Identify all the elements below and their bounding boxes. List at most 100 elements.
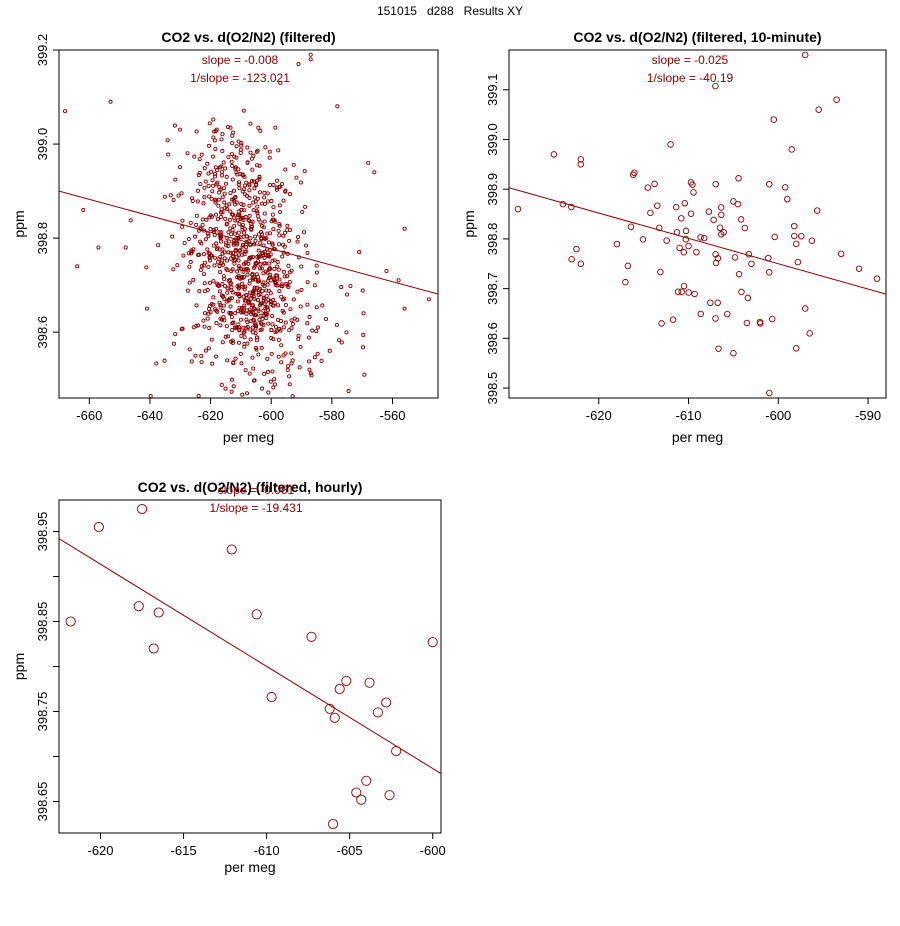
- data-point: [270, 212, 275, 217]
- data-point: [277, 222, 282, 227]
- data-point: [211, 117, 216, 122]
- x-tick-label: -620: [198, 408, 224, 423]
- data-point: [245, 145, 250, 150]
- data-point: [208, 213, 213, 218]
- data-point: [323, 317, 329, 322]
- data-point: [265, 312, 270, 317]
- data-point: [285, 228, 290, 233]
- data-point: [242, 227, 248, 232]
- data-point: [194, 129, 199, 134]
- data-point: [278, 209, 283, 215]
- data-point: [276, 354, 281, 359]
- regression-line: [59, 538, 441, 775]
- x-axis-label: per meg: [223, 429, 274, 445]
- data-point: [790, 222, 798, 230]
- y-tick-label: 398.95: [35, 512, 50, 552]
- data-point: [260, 250, 265, 255]
- data-point: [234, 155, 239, 160]
- data-point: [266, 692, 277, 703]
- data-point: [196, 393, 201, 398]
- data-point: [334, 683, 345, 695]
- data-point: [263, 145, 268, 150]
- data-point: [280, 297, 286, 302]
- data-point: [191, 277, 196, 282]
- data-point: [305, 321, 310, 326]
- data-point: [267, 149, 272, 154]
- data-point: [734, 200, 742, 208]
- data-point: [201, 263, 206, 268]
- data-point: [221, 308, 226, 314]
- data-point: [271, 182, 276, 188]
- data-point: [212, 129, 217, 134]
- data-point: [166, 152, 171, 157]
- data-point: [315, 325, 321, 330]
- data-point: [229, 389, 234, 394]
- data-point: [212, 171, 218, 176]
- data-point: [274, 329, 279, 334]
- data-point: [207, 143, 212, 148]
- x-tick-label: -560: [380, 408, 406, 423]
- data-point: [685, 289, 692, 296]
- data-point: [250, 271, 255, 276]
- data-point: [286, 374, 292, 379]
- data-point: [685, 242, 692, 250]
- data-point: [218, 305, 223, 310]
- data-point: [207, 280, 212, 285]
- data-point: [229, 296, 234, 301]
- data-point: [232, 242, 237, 247]
- data-point: [735, 175, 742, 182]
- data-point: [221, 303, 226, 308]
- data-point: [156, 243, 161, 248]
- data-point: [257, 190, 262, 195]
- data-point: [213, 146, 218, 152]
- data-point: [276, 267, 281, 272]
- data-point: [203, 237, 208, 242]
- data-point: [211, 243, 216, 248]
- data-point: [235, 240, 240, 245]
- data-point: [305, 280, 310, 285]
- x-tick-label: -600: [420, 843, 446, 858]
- data-point: [218, 316, 223, 321]
- data-point: [231, 239, 236, 244]
- data-point: [361, 775, 372, 786]
- data-point: [568, 256, 575, 263]
- data-point: [241, 330, 246, 335]
- data-point: [196, 323, 201, 328]
- data-point: [231, 215, 236, 220]
- data-point: [287, 279, 292, 285]
- x-tick-label: -600: [765, 408, 791, 423]
- data-point: [201, 201, 206, 206]
- data-point: [176, 193, 181, 198]
- data-point: [298, 344, 303, 349]
- data-point: [200, 222, 205, 228]
- y-tick-label: 398.75: [35, 692, 50, 732]
- data-point: [250, 275, 255, 281]
- data-point: [202, 324, 207, 329]
- data-point: [237, 294, 242, 299]
- data-point: [225, 124, 230, 130]
- data-point: [218, 187, 223, 192]
- data-point: [260, 386, 265, 391]
- data-point: [202, 311, 208, 316]
- data-point: [247, 213, 252, 218]
- plot-frame: [58, 499, 442, 834]
- data-point: [264, 288, 269, 293]
- data-point: [173, 332, 178, 337]
- data-point: [663, 237, 670, 244]
- data-point: [815, 106, 822, 113]
- data-point: [252, 195, 258, 200]
- data-point: [277, 233, 282, 238]
- data-point: [148, 393, 153, 398]
- data-point: [244, 317, 249, 322]
- data-point: [700, 234, 708, 242]
- data-point: [297, 365, 302, 370]
- data-point: [289, 268, 294, 273]
- data-point: [781, 184, 789, 191]
- y-axis-label: ppm: [11, 653, 27, 680]
- data-point: [290, 321, 295, 327]
- data-point: [299, 287, 304, 292]
- data-point: [230, 328, 235, 333]
- data-point: [291, 162, 296, 167]
- data-point: [285, 283, 290, 288]
- data-point: [213, 165, 218, 170]
